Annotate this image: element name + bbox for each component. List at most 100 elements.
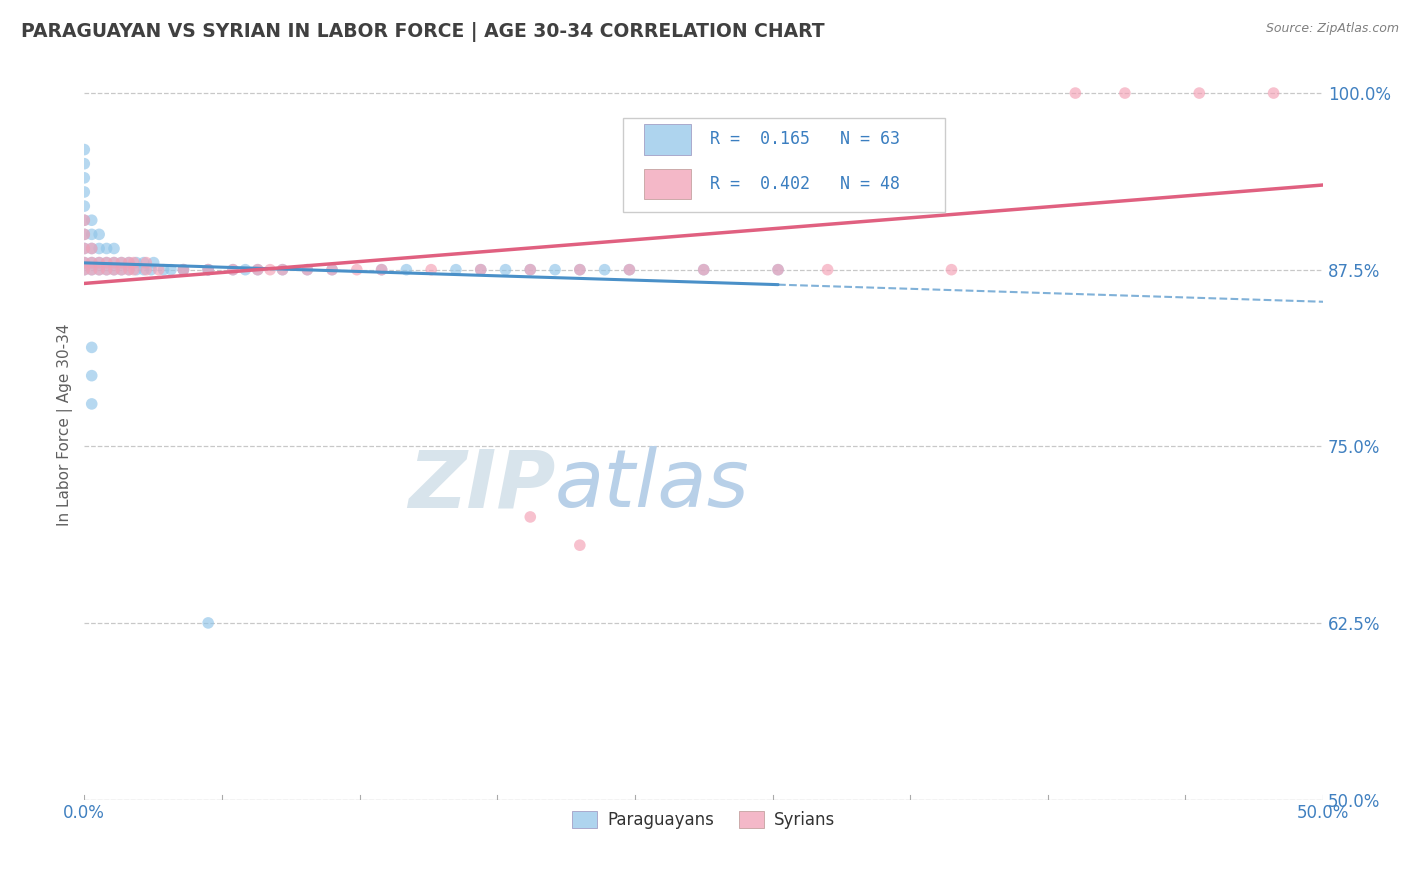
Syrians xyxy=(73,227,96,242)
Syrians xyxy=(148,262,170,277)
Text: R =  0.165   N = 63: R = 0.165 N = 63 xyxy=(710,130,900,148)
Paraguayans xyxy=(470,262,492,277)
Paraguayans xyxy=(444,262,467,277)
Paraguayans xyxy=(80,262,103,277)
FancyBboxPatch shape xyxy=(623,118,945,211)
Syrians xyxy=(1114,86,1136,100)
Syrians xyxy=(89,262,111,277)
Paraguayans xyxy=(125,255,148,269)
Paraguayans xyxy=(197,262,219,277)
Paraguayans xyxy=(73,199,96,213)
Paraguayans xyxy=(544,262,567,277)
Syrians xyxy=(80,262,103,277)
Paraguayans xyxy=(73,157,96,171)
Paraguayans xyxy=(89,242,111,256)
Paraguayans xyxy=(495,262,517,277)
Syrians xyxy=(103,262,125,277)
Paraguayans xyxy=(152,262,174,277)
Paraguayans xyxy=(110,255,132,269)
Paraguayans xyxy=(233,262,256,277)
Paraguayans xyxy=(693,262,716,277)
FancyBboxPatch shape xyxy=(644,169,692,199)
Paraguayans xyxy=(73,213,96,227)
Syrians xyxy=(103,255,125,269)
Paraguayans xyxy=(103,242,125,256)
Paraguayans xyxy=(395,262,418,277)
Paraguayans xyxy=(141,262,163,277)
Paraguayans xyxy=(370,262,392,277)
Paraguayans xyxy=(80,227,103,242)
Syrians xyxy=(96,255,118,269)
Syrians xyxy=(73,242,96,256)
Syrians xyxy=(941,262,963,277)
Paraguayans xyxy=(73,143,96,157)
Paraguayans xyxy=(73,170,96,185)
Syrians xyxy=(110,262,132,277)
Syrians xyxy=(89,255,111,269)
Paraguayans xyxy=(89,262,111,277)
Syrians xyxy=(172,262,194,277)
Paraguayans xyxy=(80,255,103,269)
Text: atlas: atlas xyxy=(555,446,749,524)
Paraguayans xyxy=(73,255,96,269)
Syrians xyxy=(271,262,294,277)
Paraguayans xyxy=(96,262,118,277)
Paraguayans xyxy=(297,262,319,277)
Syrians xyxy=(122,255,145,269)
Syrians xyxy=(246,262,269,277)
Paraguayans xyxy=(197,615,219,630)
Syrians xyxy=(568,538,591,552)
Syrians xyxy=(118,262,141,277)
Paraguayans xyxy=(321,262,343,277)
Paraguayans xyxy=(80,397,103,411)
Paraguayans xyxy=(73,185,96,199)
Paraguayans xyxy=(118,262,141,277)
Syrians xyxy=(96,262,118,277)
Text: ZIP: ZIP xyxy=(408,446,555,524)
Paraguayans xyxy=(142,255,165,269)
Text: Source: ZipAtlas.com: Source: ZipAtlas.com xyxy=(1265,22,1399,36)
Syrians xyxy=(73,213,96,227)
Paraguayans xyxy=(125,262,148,277)
Y-axis label: In Labor Force | Age 30-34: In Labor Force | Age 30-34 xyxy=(58,324,73,526)
Syrians xyxy=(1263,86,1285,100)
Paraguayans xyxy=(80,213,103,227)
Paraguayans xyxy=(103,262,125,277)
Paraguayans xyxy=(568,262,591,277)
Paraguayans xyxy=(80,242,103,256)
Paraguayans xyxy=(73,227,96,242)
Syrians xyxy=(568,262,591,277)
Paraguayans xyxy=(103,255,125,269)
FancyBboxPatch shape xyxy=(644,124,692,154)
Paraguayans xyxy=(73,242,96,256)
Paraguayans xyxy=(73,262,96,277)
Syrians xyxy=(80,242,103,256)
Paraguayans xyxy=(172,262,194,277)
Paraguayans xyxy=(110,262,132,277)
Syrians xyxy=(420,262,443,277)
Syrians xyxy=(817,262,839,277)
Syrians xyxy=(519,262,541,277)
Paraguayans xyxy=(80,340,103,354)
Paraguayans xyxy=(246,262,269,277)
Syrians xyxy=(222,262,245,277)
Syrians xyxy=(259,262,281,277)
Paraguayans xyxy=(160,262,183,277)
Paraguayans xyxy=(132,262,155,277)
Paraguayans xyxy=(96,242,118,256)
Syrians xyxy=(619,262,641,277)
Text: PARAGUAYAN VS SYRIAN IN LABOR FORCE | AGE 30-34 CORRELATION CHART: PARAGUAYAN VS SYRIAN IN LABOR FORCE | AG… xyxy=(21,22,825,42)
Paraguayans xyxy=(132,255,155,269)
Syrians xyxy=(118,255,141,269)
Paraguayans xyxy=(80,368,103,383)
Paraguayans xyxy=(519,262,541,277)
Syrians xyxy=(73,255,96,269)
Syrians xyxy=(321,262,343,277)
Syrians xyxy=(135,255,157,269)
Text: R =  0.402   N = 48: R = 0.402 N = 48 xyxy=(710,175,900,194)
Paraguayans xyxy=(222,262,245,277)
Paraguayans xyxy=(619,262,641,277)
Paraguayans xyxy=(766,262,789,277)
Syrians xyxy=(73,262,96,277)
Paraguayans xyxy=(89,227,111,242)
